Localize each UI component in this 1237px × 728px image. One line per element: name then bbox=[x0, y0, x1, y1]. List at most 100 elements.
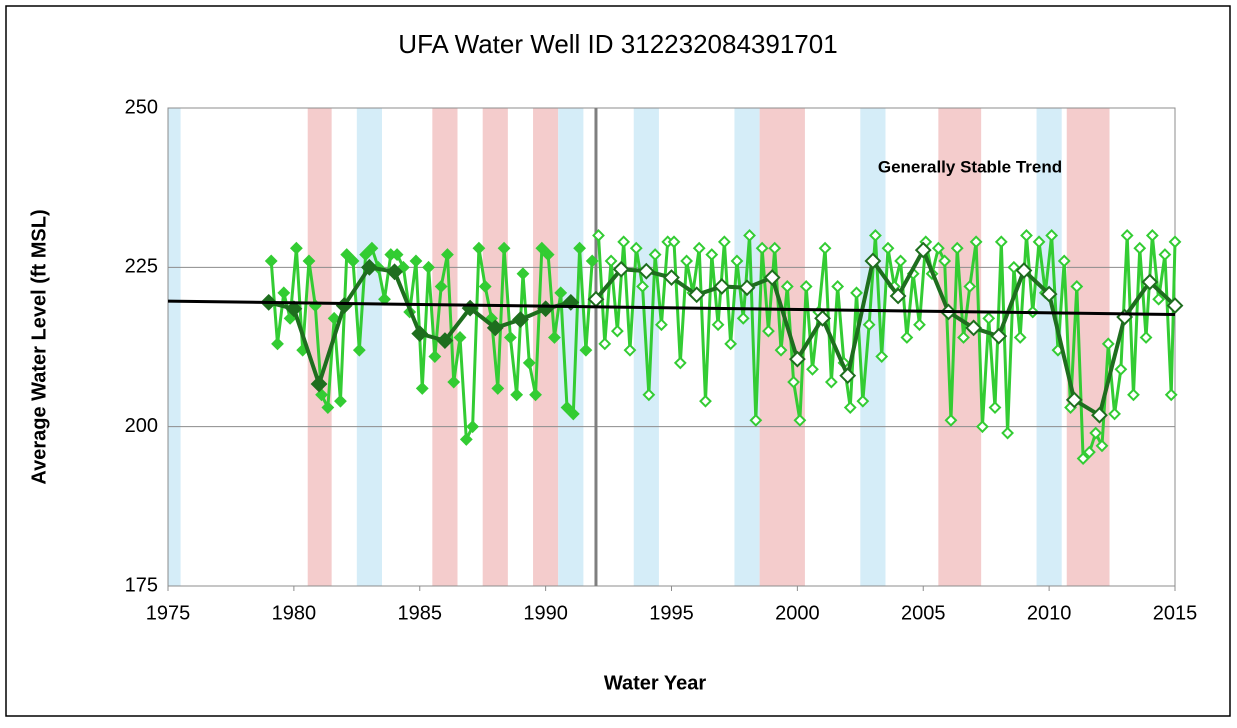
data-point bbox=[1168, 235, 1182, 249]
data-point bbox=[497, 241, 511, 255]
data-point bbox=[359, 248, 373, 262]
data-point bbox=[680, 254, 694, 268]
data-point bbox=[869, 229, 882, 242]
data-point bbox=[931, 241, 945, 255]
data-point bbox=[1127, 388, 1140, 402]
data-point bbox=[780, 280, 794, 293]
y-tick-label: 250 bbox=[125, 96, 158, 118]
annotation: Generally Stable Trend bbox=[878, 157, 1062, 176]
data-point bbox=[612, 260, 630, 278]
data-point bbox=[648, 248, 662, 262]
data-point bbox=[673, 356, 687, 370]
x-tick-label: 1995 bbox=[649, 602, 694, 624]
data-point bbox=[321, 401, 335, 414]
data-point bbox=[755, 241, 769, 255]
data-point bbox=[850, 286, 863, 300]
data-point bbox=[1120, 229, 1134, 242]
data-point bbox=[334, 394, 347, 408]
data-point bbox=[963, 280, 977, 293]
data-point bbox=[1015, 262, 1033, 279]
chart-title: UFA Water Well ID 312232084391701 bbox=[398, 29, 837, 59]
data-point bbox=[302, 254, 316, 268]
data-point bbox=[340, 248, 354, 262]
data-point bbox=[562, 293, 580, 311]
data-point bbox=[831, 280, 845, 293]
data-point bbox=[788, 350, 806, 368]
data-point bbox=[486, 319, 504, 337]
data-point bbox=[409, 254, 423, 268]
data-point bbox=[436, 332, 454, 350]
data-point bbox=[289, 241, 303, 255]
data-point bbox=[1057, 254, 1071, 268]
data-point bbox=[1001, 426, 1015, 440]
data-point bbox=[990, 327, 1008, 345]
data-point bbox=[736, 311, 750, 325]
data-point bbox=[969, 235, 983, 249]
period-band bbox=[938, 108, 982, 586]
data-point bbox=[529, 388, 542, 402]
period-band bbox=[734, 108, 760, 586]
plot-area: 175 200 225 250 1975 1980 1985 1990 1995 2000 2005… bbox=[125, 96, 1198, 624]
data-point bbox=[663, 269, 680, 286]
data-point bbox=[1076, 452, 1090, 465]
x-tick-label: 2005 bbox=[901, 602, 946, 624]
data-point bbox=[522, 356, 536, 370]
data-point bbox=[818, 241, 832, 255]
data-point bbox=[944, 413, 958, 427]
data-point bbox=[434, 280, 448, 293]
data-point bbox=[724, 337, 738, 351]
y-axis-label: Average Water Level (ft MSL) bbox=[28, 209, 50, 484]
period-band bbox=[558, 108, 584, 586]
data-point bbox=[285, 300, 303, 318]
data-point bbox=[277, 286, 291, 300]
data-point bbox=[965, 319, 983, 337]
data-point bbox=[900, 331, 914, 344]
data-point bbox=[1040, 285, 1058, 303]
data-point bbox=[346, 254, 360, 268]
data-point bbox=[938, 254, 952, 268]
series-line bbox=[269, 244, 594, 446]
data-point bbox=[655, 318, 668, 332]
data-point bbox=[994, 235, 1008, 249]
data-point bbox=[535, 241, 549, 255]
data-point bbox=[573, 241, 587, 255]
data-point bbox=[730, 254, 744, 268]
data-point bbox=[478, 280, 492, 293]
data-point bbox=[913, 318, 926, 332]
data-point bbox=[1158, 248, 1172, 262]
data-point bbox=[717, 235, 731, 249]
data-point bbox=[738, 279, 756, 297]
data-point bbox=[512, 311, 529, 329]
data-point bbox=[806, 362, 819, 376]
data-point bbox=[711, 318, 725, 332]
data-point bbox=[982, 311, 996, 325]
data-point bbox=[856, 394, 870, 408]
data-point bbox=[1091, 406, 1108, 424]
data-point bbox=[360, 258, 378, 276]
data-point bbox=[839, 367, 857, 385]
data-point bbox=[950, 241, 964, 255]
data-point bbox=[843, 401, 857, 414]
data-point bbox=[799, 280, 813, 293]
data-point bbox=[1164, 388, 1178, 402]
x-tick-label: 1975 bbox=[146, 602, 191, 624]
data-point bbox=[472, 241, 486, 255]
data-point bbox=[667, 235, 681, 249]
data-point bbox=[692, 241, 706, 255]
data-point bbox=[491, 382, 505, 395]
data-point bbox=[1108, 407, 1121, 421]
data-point bbox=[566, 407, 580, 421]
data-point bbox=[636, 280, 649, 293]
data-point bbox=[447, 375, 461, 389]
data-point bbox=[415, 382, 429, 395]
data-point bbox=[688, 286, 706, 304]
data-point bbox=[352, 343, 366, 357]
period-band bbox=[168, 108, 181, 586]
data-point bbox=[1013, 331, 1027, 344]
data-point bbox=[1095, 439, 1109, 453]
data-point bbox=[623, 343, 637, 357]
data-point bbox=[1032, 235, 1046, 249]
data-point bbox=[1082, 445, 1096, 459]
data-point bbox=[793, 413, 807, 427]
data-point bbox=[510, 388, 524, 402]
